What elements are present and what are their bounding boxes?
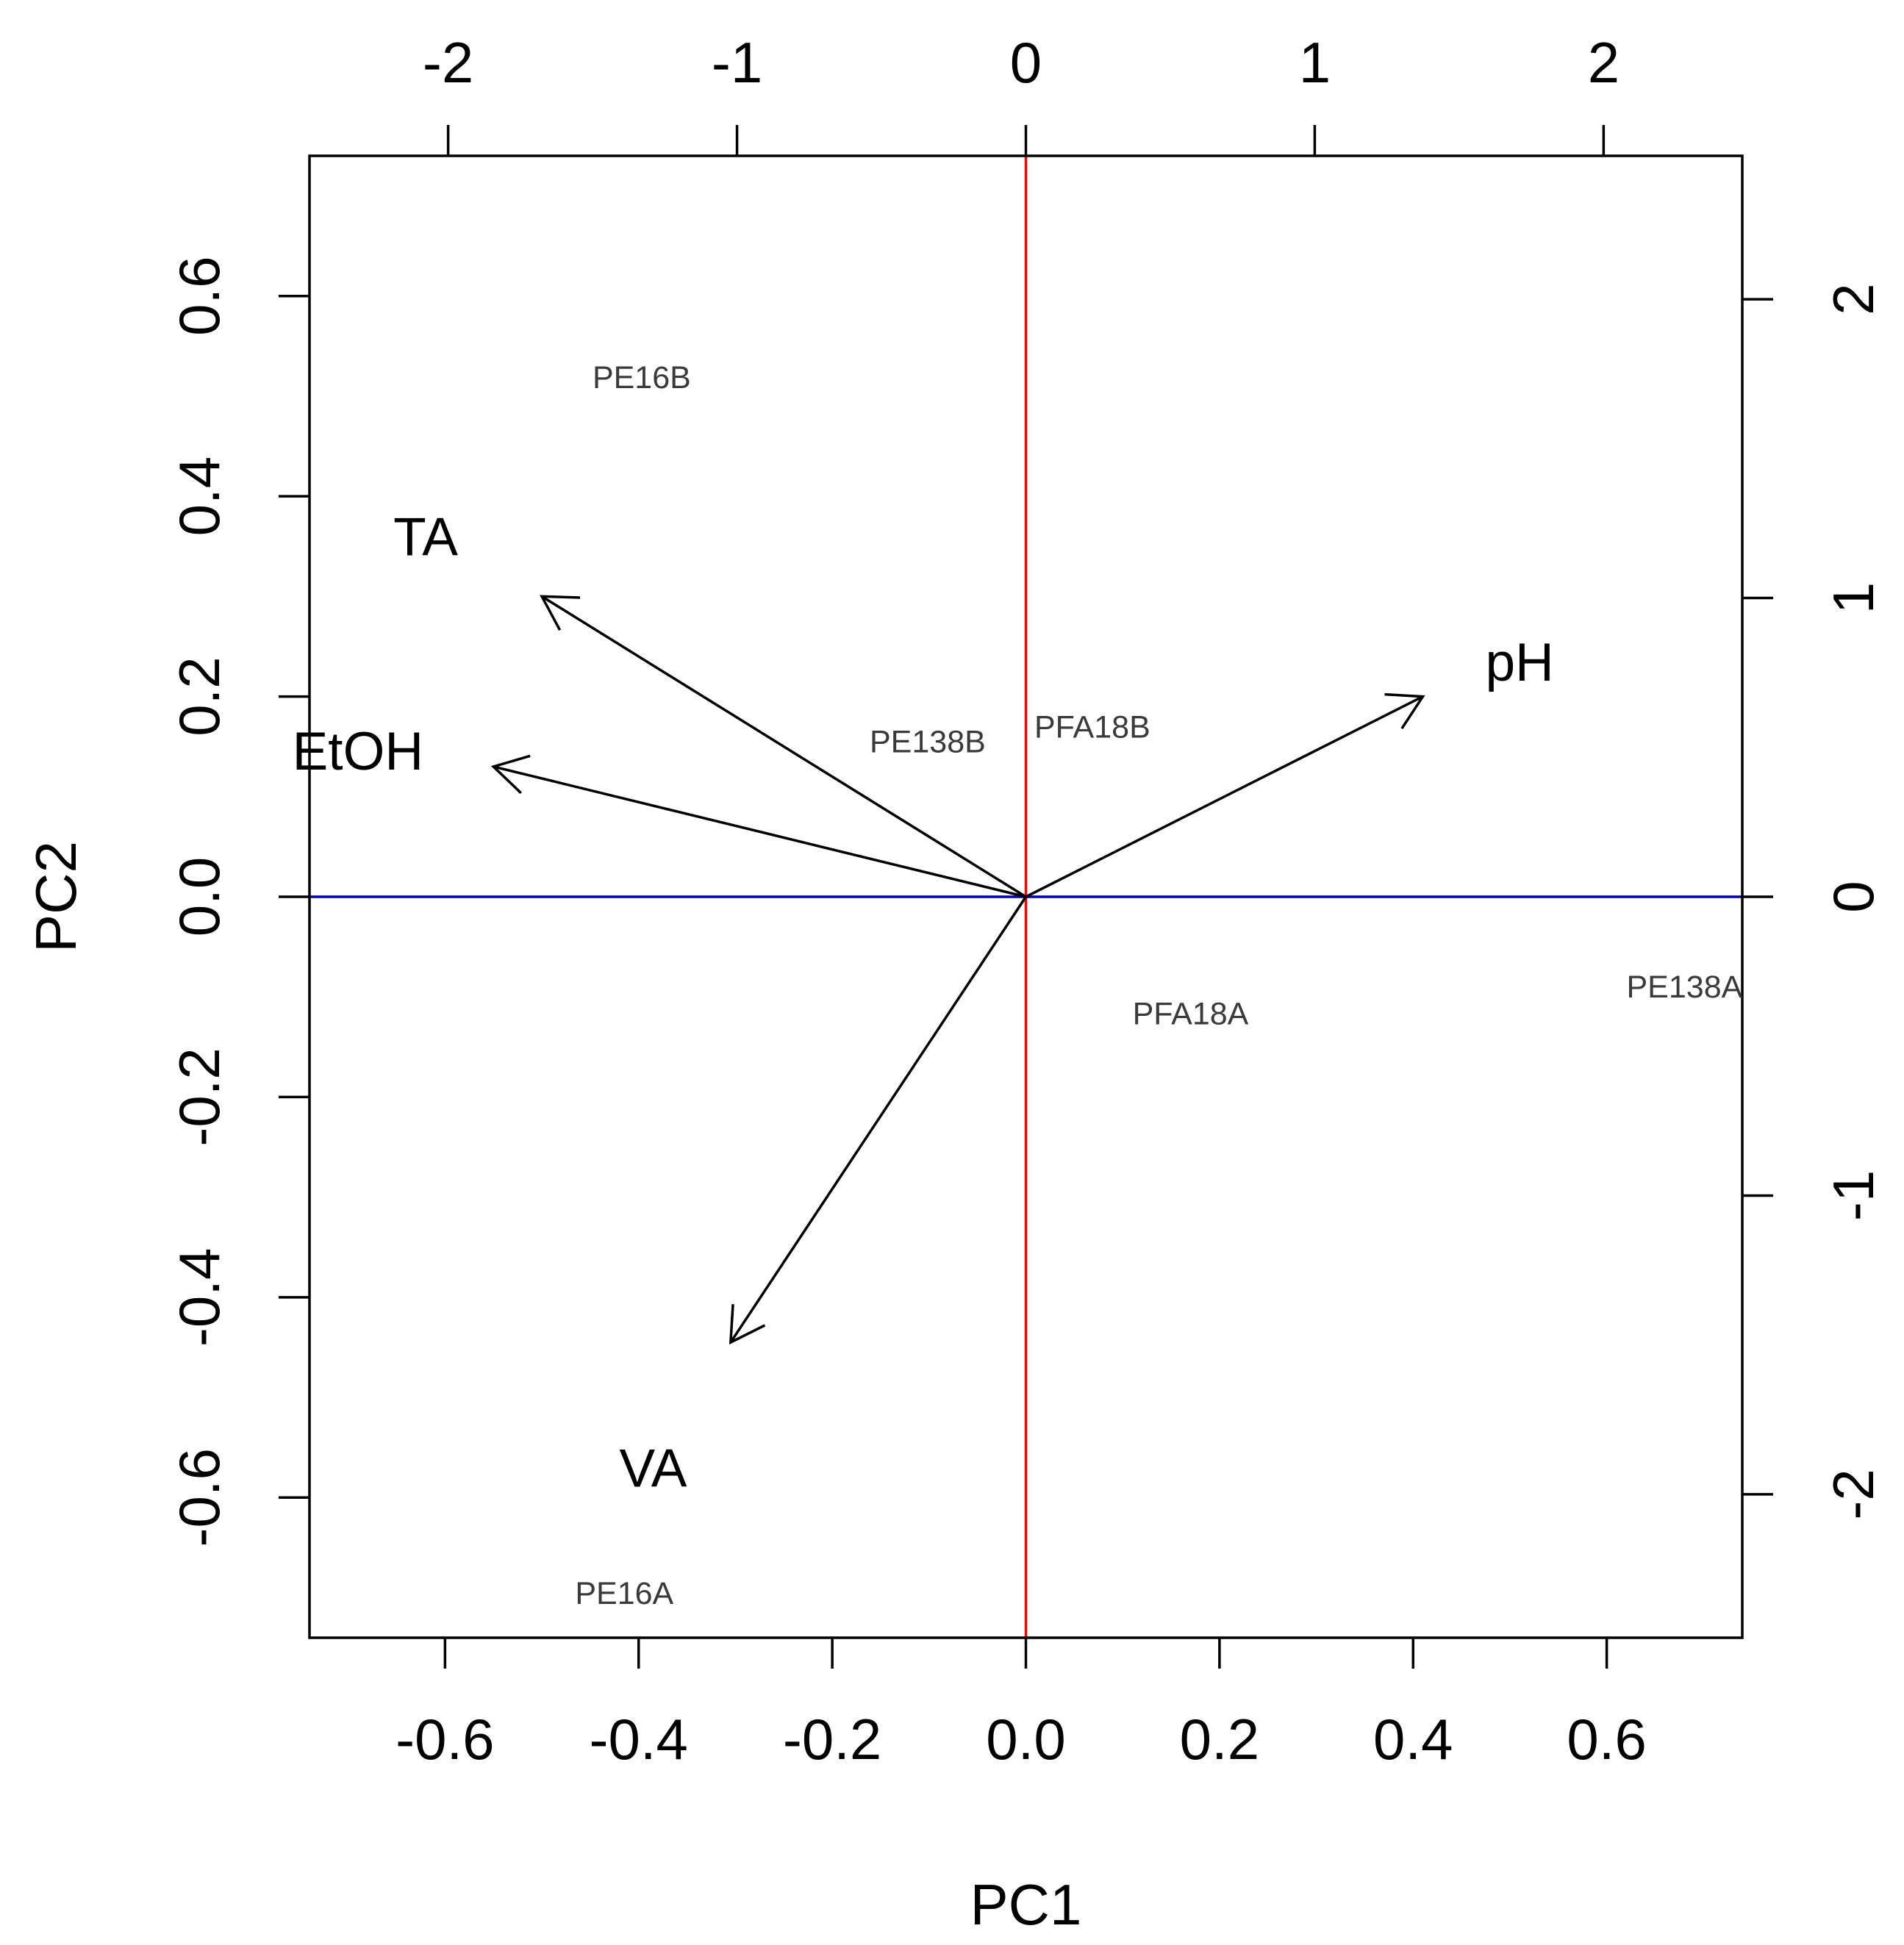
variable-label-va: VA bbox=[620, 1439, 687, 1498]
sample-label-pe16b: PE16B bbox=[593, 360, 691, 395]
right-tick-label: 0 bbox=[1821, 881, 1886, 912]
bottom-tick-label: -0.2 bbox=[783, 1707, 881, 1772]
bottom-tick-label: -0.4 bbox=[590, 1707, 688, 1772]
right-tick-label: 1 bbox=[1821, 582, 1886, 614]
top-axis: -2 -1 0 1 2 bbox=[423, 30, 1620, 156]
sample-label-pfa18b: PFA18B bbox=[1034, 709, 1150, 745]
sample-label-pe138a: PE138A bbox=[1627, 970, 1743, 1005]
variable-label-ta: TA bbox=[393, 508, 458, 567]
x-axis-label: PC1 bbox=[970, 1872, 1082, 1937]
top-tick-label: -1 bbox=[712, 30, 762, 95]
bottom-tick-label: 0.4 bbox=[1373, 1707, 1453, 1772]
right-tick-label: -1 bbox=[1821, 1170, 1886, 1221]
y-axis-label: PC2 bbox=[24, 841, 88, 953]
left-axis: -0.6 -0.4 -0.2 0.0 0.2 0.4 0.6 bbox=[167, 256, 309, 1547]
left-tick-label: 0.2 bbox=[167, 656, 232, 736]
left-tick-label: 0.4 bbox=[167, 456, 232, 536]
right-tick-label: -2 bbox=[1821, 1469, 1886, 1519]
variable-label-etoh: EtOH bbox=[293, 722, 423, 781]
left-tick-label: -0.6 bbox=[167, 1448, 232, 1547]
top-tick-label: 1 bbox=[1299, 30, 1331, 95]
sample-label-pfa18a: PFA18A bbox=[1133, 997, 1249, 1032]
arrowhead-va bbox=[729, 1304, 766, 1345]
sample-label-pe138b: PE138B bbox=[870, 725, 986, 760]
bottom-tick-label: 0.6 bbox=[1567, 1707, 1646, 1772]
sample-label-pe16a: PE16A bbox=[575, 1576, 673, 1611]
bottom-axis: -0.6 -0.4 -0.2 0.0 0.2 0.4 0.6 bbox=[396, 1638, 1647, 1772]
left-tick-label: 0.6 bbox=[167, 256, 232, 335]
top-tick-label: -2 bbox=[423, 30, 473, 95]
bottom-tick-label: 0.2 bbox=[1180, 1707, 1259, 1772]
arrow-ph bbox=[1025, 695, 1424, 898]
bottom-tick-label: -0.6 bbox=[396, 1707, 494, 1772]
sample-labels: PE16B PE138B PFA18B PFA18A PE138A PE16A bbox=[575, 360, 1742, 1611]
top-tick-label: 0 bbox=[1010, 30, 1042, 95]
right-axis: -2 -1 0 1 2 bbox=[1742, 283, 1886, 1520]
right-tick-label: 2 bbox=[1821, 283, 1886, 315]
variable-loadings: TA EtOH pH VA bbox=[293, 508, 1554, 1499]
left-tick-label: 0.0 bbox=[167, 857, 232, 936]
arrow-va bbox=[729, 896, 1027, 1344]
top-tick-label: 2 bbox=[1588, 30, 1620, 95]
left-tick-label: -0.2 bbox=[167, 1047, 232, 1146]
arrowhead-etoh bbox=[490, 754, 531, 795]
bottom-tick-label: 0.0 bbox=[986, 1707, 1065, 1772]
variable-label-ph: pH bbox=[1485, 633, 1553, 692]
arrow-ta bbox=[541, 595, 1027, 898]
arrow-etoh bbox=[493, 765, 1026, 898]
arrowhead-ph bbox=[1384, 692, 1425, 730]
left-tick-label: -0.4 bbox=[167, 1248, 232, 1347]
arrowhead-ta bbox=[540, 595, 581, 631]
